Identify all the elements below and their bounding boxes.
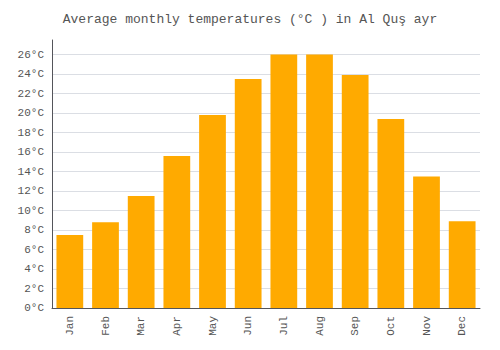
svg-text:10°C: 10°C — [18, 205, 45, 217]
svg-text:Oct: Oct — [385, 316, 397, 336]
svg-text:12°C: 12°C — [18, 185, 45, 197]
svg-text:Dec: Dec — [456, 316, 468, 336]
svg-text:Apr: Apr — [171, 316, 183, 336]
svg-text:Jun: Jun — [242, 316, 254, 336]
svg-text:2°C: 2°C — [24, 283, 44, 295]
svg-text:18°C: 18°C — [18, 127, 45, 139]
svg-text:Feb: Feb — [100, 316, 112, 336]
svg-text:24°C: 24°C — [18, 68, 45, 80]
svg-text:Jul: Jul — [278, 316, 290, 336]
svg-text:16°C: 16°C — [18, 146, 45, 158]
svg-text:Average monthly temperatures (: Average monthly temperatures (°C ) in Al… — [63, 12, 437, 27]
svg-text:4°C: 4°C — [24, 263, 44, 275]
svg-text:Sep: Sep — [349, 316, 361, 336]
svg-text:May: May — [207, 316, 219, 336]
svg-text:20°C: 20°C — [18, 107, 45, 119]
svg-text:0°C: 0°C — [24, 302, 44, 314]
svg-text:8°C: 8°C — [24, 224, 44, 236]
svg-text:26°C: 26°C — [18, 49, 45, 61]
svg-text:Nov: Nov — [421, 316, 433, 336]
svg-text:14°C: 14°C — [18, 166, 45, 178]
svg-text:Aug: Aug — [314, 316, 326, 336]
svg-text:Jan: Jan — [64, 316, 76, 336]
svg-text:Mar: Mar — [135, 316, 147, 336]
svg-text:22°C: 22°C — [18, 88, 45, 100]
svg-text:6°C: 6°C — [24, 244, 44, 256]
